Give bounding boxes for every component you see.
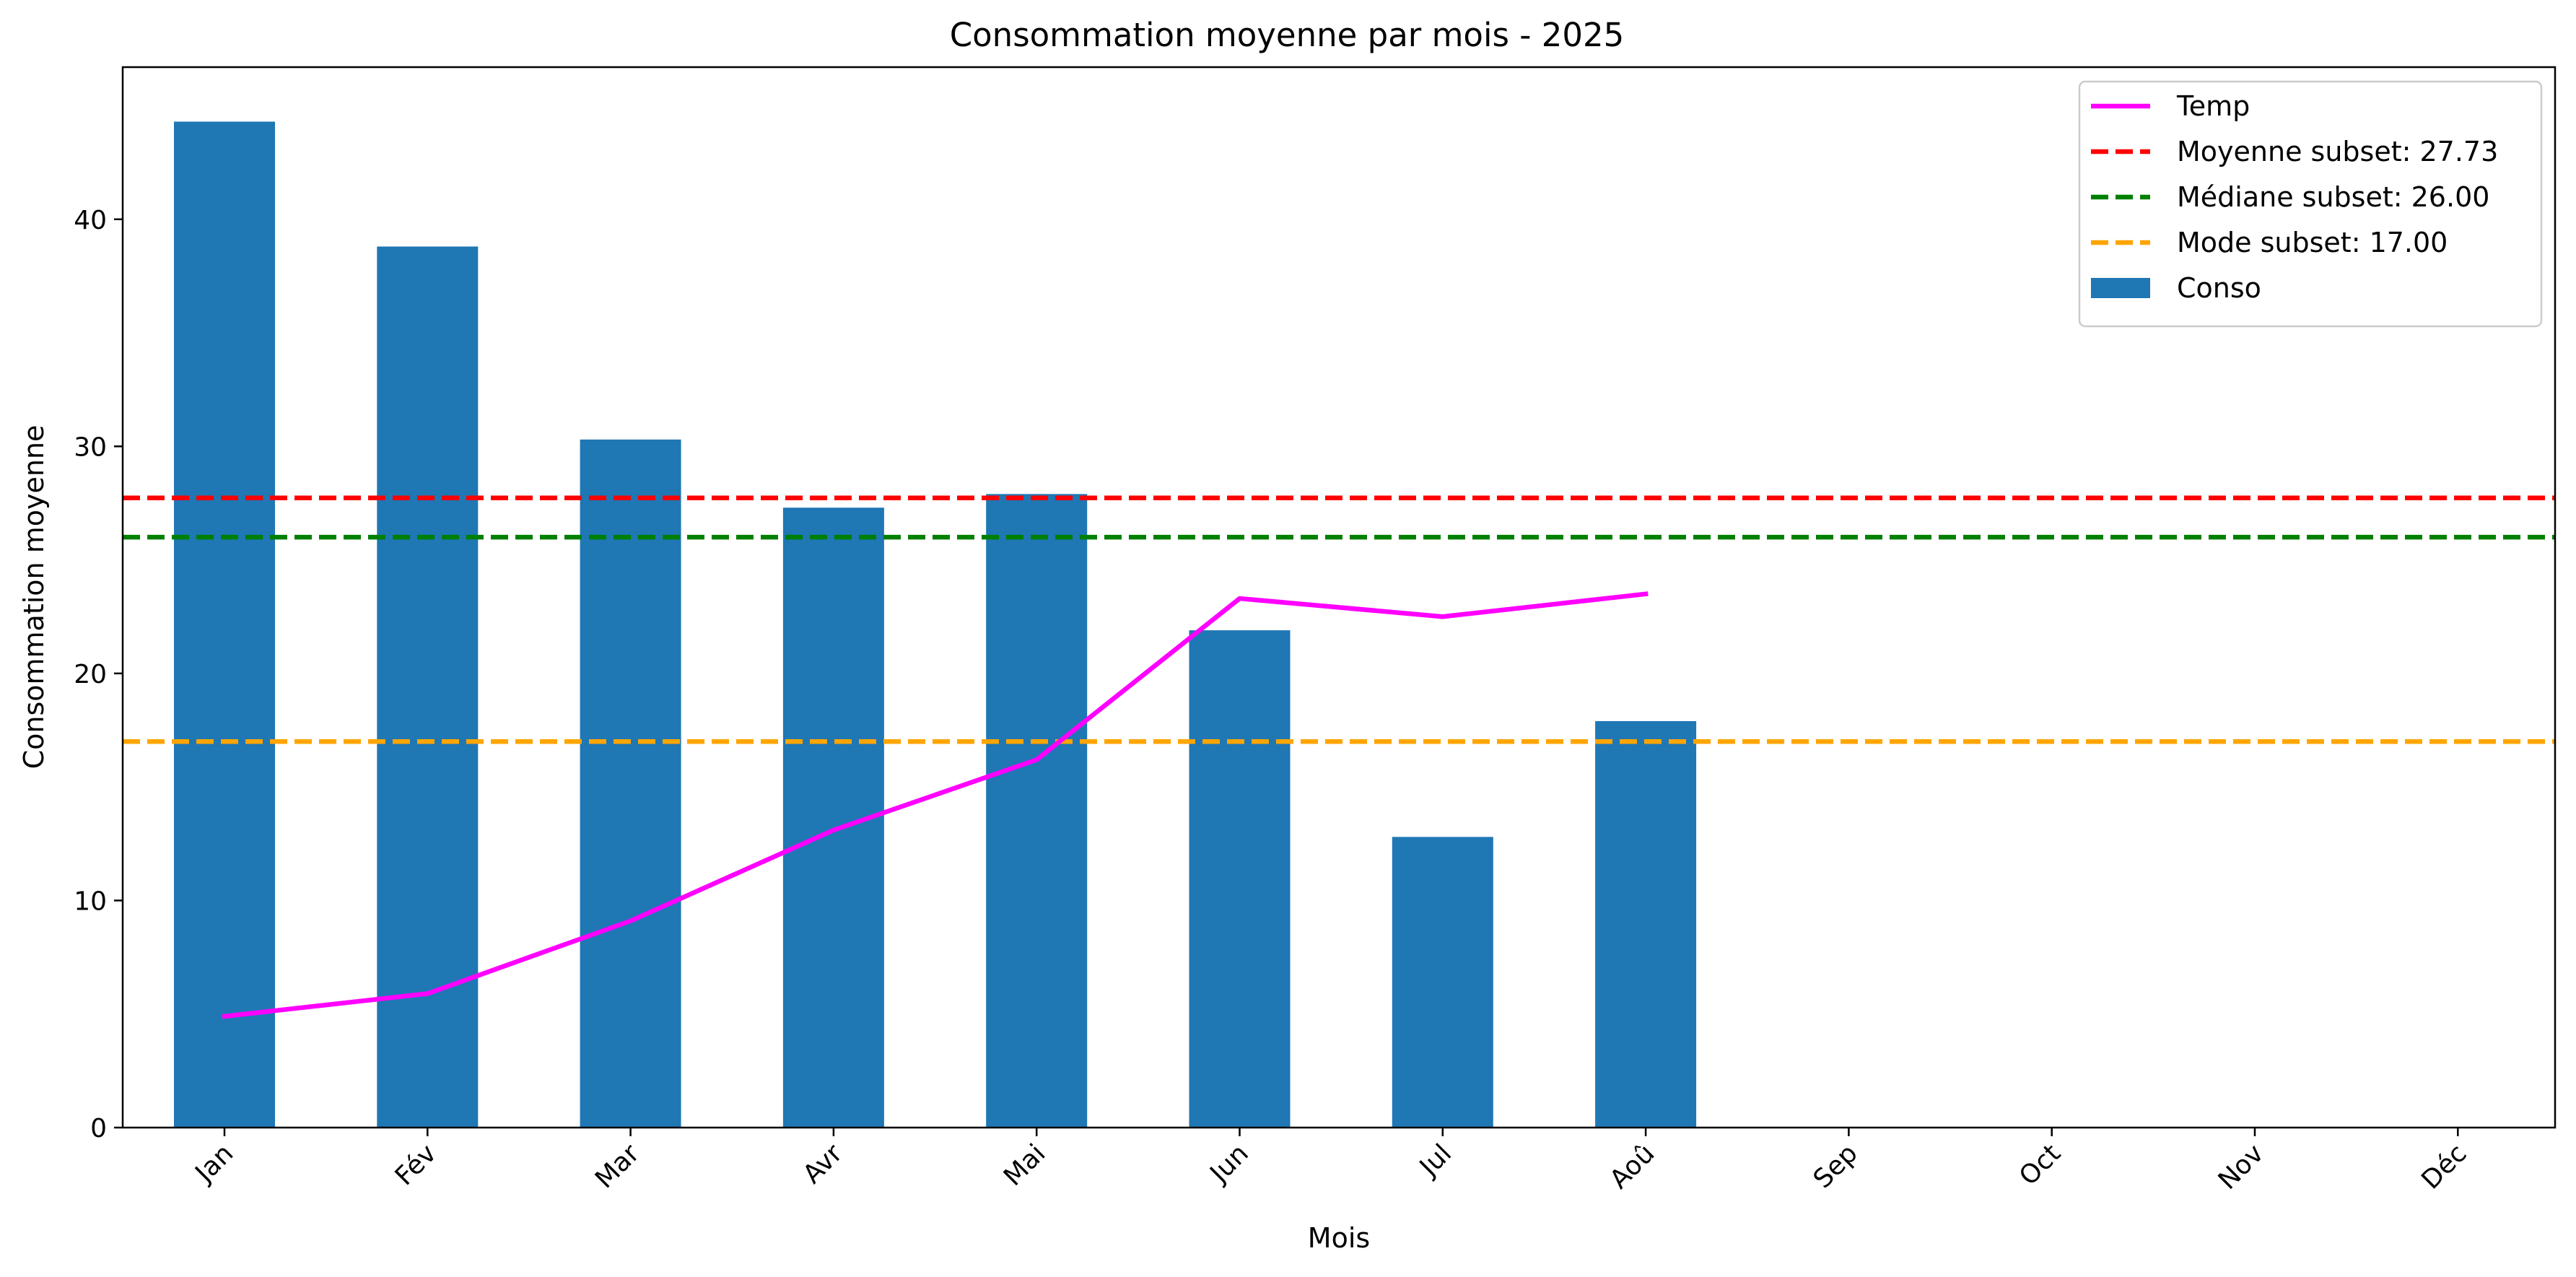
legend: Temp Moyenne subset: 27.73 Médiane subset:… xyxy=(2078,80,2543,328)
y-tick-label-3: 20 xyxy=(74,660,107,689)
bar-8 xyxy=(1595,720,1697,1128)
legend-label-5: Conso xyxy=(2177,272,2261,304)
y-axis: 0 10 20 30 40 xyxy=(74,206,123,1143)
chart-title: Consommation moyenne par mois - 2025 xyxy=(950,16,1625,54)
legend-swatch-conso xyxy=(2091,278,2150,298)
x-tick-label-11: Nov xyxy=(2213,1138,2270,1195)
legend-box xyxy=(2078,80,2543,328)
y-tick-label-1: 0 xyxy=(90,1114,107,1143)
x-tick-label-8: Aoû xyxy=(1604,1138,1661,1195)
bar-5 xyxy=(986,494,1088,1128)
x-tick-label-7: Jul xyxy=(1413,1138,1457,1182)
bar-3 xyxy=(580,439,681,1128)
temp-line xyxy=(222,591,1649,1019)
legend-label-2: Moyenne subset: 27.73 xyxy=(2177,136,2498,167)
bar-1 xyxy=(174,121,275,1128)
legend-label-1: Temp xyxy=(2176,90,2250,122)
y-tick-label-2: 10 xyxy=(74,886,107,916)
x-tick-label-6: Jun xyxy=(1204,1138,1254,1189)
x-tick-label-9: Sep xyxy=(1808,1138,1864,1194)
x-tick-label-12: Déc xyxy=(2416,1138,2472,1195)
y-tick-label-5: 40 xyxy=(74,206,107,235)
y-axis-label: Consommation moyenne xyxy=(18,425,50,770)
legend-label-4: Mode subset: 17.00 xyxy=(2177,227,2448,258)
plot-frame xyxy=(121,66,2557,1129)
x-axis: Jan Fév Mar Avr Mai Jun Jul Aoû Sep Oct Nov Déc xyxy=(189,1128,2473,1195)
bar-7 xyxy=(1392,837,1493,1128)
plot-area xyxy=(123,121,2555,1128)
x-tick-label-2: Fév xyxy=(390,1138,442,1191)
x-axis-label: Mois xyxy=(1308,1222,1370,1254)
x-tick-label-10: Oct xyxy=(2014,1138,2066,1191)
legend-label-3: Médiane subset: 26.00 xyxy=(2177,181,2489,213)
y-tick-label-4: 30 xyxy=(74,432,107,462)
x-tick-label-5: Mai xyxy=(998,1138,1052,1192)
x-tick-label-1: Jan xyxy=(189,1138,240,1189)
x-tick-label-3: Mar xyxy=(590,1138,645,1194)
x-tick-label-4: Avr xyxy=(798,1138,849,1190)
bar-6 xyxy=(1189,630,1291,1128)
